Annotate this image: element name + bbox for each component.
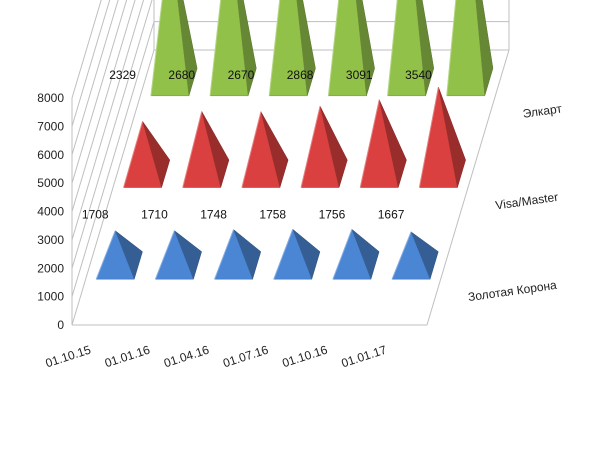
pyramid-highlight-edge [214, 229, 235, 280]
pyramid-mark [446, 0, 494, 97]
pyramid-mark [418, 86, 466, 188]
pyramid-mark [123, 120, 171, 189]
pyramid-mark [387, 0, 435, 97]
pyramid-highlight-edge [95, 230, 116, 280]
y-tick-label: 2000 [37, 261, 64, 275]
data-label: 1708 [82, 208, 109, 222]
gridline [71, 0, 128, 184]
gridline [71, 21, 509, 297]
data-label: 2670 [228, 68, 255, 82]
gridline [71, 0, 153, 269]
pyramid-mark [150, 0, 198, 97]
y-tick-label: 4000 [37, 205, 64, 219]
pyramid-highlight-edge [241, 111, 262, 188]
pyramid-mark [241, 111, 289, 189]
series-axis-label: Золотая Корона [467, 278, 558, 304]
pyramid-highlight-edge [359, 99, 380, 188]
pyramid-mark [214, 228, 262, 280]
grid-layer [71, 0, 510, 326]
data-marks [95, 0, 494, 280]
pyramid-highlight-edge [182, 111, 203, 188]
x-axis-ticks: 01.10.15 01.01.16 01.04.16 01.07.16 01.10.16… [44, 342, 389, 370]
y-axis-ticks: 0 1000 2000 3000 4000 5000 6000 7000 8000 [37, 91, 64, 332]
x-tick-label: 01.07.16 [221, 342, 270, 370]
pyramid-mark [359, 99, 407, 188]
pyramid-mark [327, 0, 375, 97]
data-label: 1758 [259, 208, 286, 222]
x-tick-label: 01.01.17 [340, 342, 389, 370]
pyramid-highlight-edge [327, 0, 340, 96]
data-label: 2868 [287, 68, 314, 82]
floor-right-edge [426, 49, 510, 326]
pyramid-mark [154, 229, 202, 280]
pyramid-highlight-edge [209, 0, 222, 96]
pyramid-mark [300, 106, 348, 189]
y-tick-label: 5000 [37, 176, 64, 190]
x-tick-label: 01.10.15 [44, 342, 93, 370]
series-axis-labels: Элкарт Visa/Master Золотая Корона [467, 101, 563, 304]
pyramid-mark [95, 229, 143, 280]
pyramid-mark [332, 228, 380, 280]
pyramid-highlight-edge [150, 0, 163, 96]
gridline [71, 0, 102, 99]
gridline [71, 0, 136, 212]
pyramid-highlight-edge [418, 86, 439, 188]
gridline [71, 49, 509, 326]
gridline [71, 0, 111, 127]
gridline [71, 0, 119, 155]
data-label: 1756 [319, 208, 346, 222]
series-axis-label: Visa/Master [494, 190, 558, 213]
x-tick-label: 01.01.16 [103, 342, 152, 370]
data-label: 1667 [378, 208, 405, 222]
data-labels: 5701605461266259663671012329268026702868… [82, 68, 432, 222]
pyramid-highlight-edge [300, 106, 321, 188]
y-tick-label: 7000 [37, 119, 64, 133]
pyramid-highlight-edge [446, 0, 457, 96]
pyramid-mark [391, 231, 439, 280]
data-label: 2329 [109, 68, 136, 82]
y-tick-label: 6000 [37, 148, 64, 162]
x-tick-label: 01.04.16 [162, 342, 211, 370]
y-tick-label: 8000 [37, 91, 64, 105]
data-label: 3091 [346, 68, 373, 82]
pyramid-mark [209, 0, 257, 97]
pyramid-front-face [446, 0, 486, 97]
pyramid-mark [268, 0, 316, 97]
gridline [71, 0, 145, 241]
pyramid-highlight-edge [273, 229, 294, 280]
pyramid-highlight-edge [391, 231, 412, 280]
pyramid-mark [273, 228, 321, 280]
y-tick-label: 0 [57, 318, 64, 332]
x-tick-label: 01.10.16 [280, 342, 329, 370]
y-tick-label: 3000 [37, 233, 64, 247]
pyramid-side-face [475, 0, 494, 96]
pyramid-highlight-edge [332, 229, 353, 280]
pyramid-highlight-edge [154, 230, 175, 280]
pyramid-mark [182, 111, 230, 189]
pyramid-highlight-edge [123, 121, 144, 188]
y-tick-label: 1000 [37, 290, 64, 304]
data-label: 1748 [200, 208, 227, 222]
pyramid-highlight-edge [268, 0, 281, 96]
data-label: 3540 [405, 68, 432, 82]
data-label: 2680 [168, 68, 195, 82]
series-axis-label: Элкарт [522, 101, 563, 120]
data-label: 1710 [141, 208, 168, 222]
pyramid-highlight-edge [387, 0, 398, 96]
